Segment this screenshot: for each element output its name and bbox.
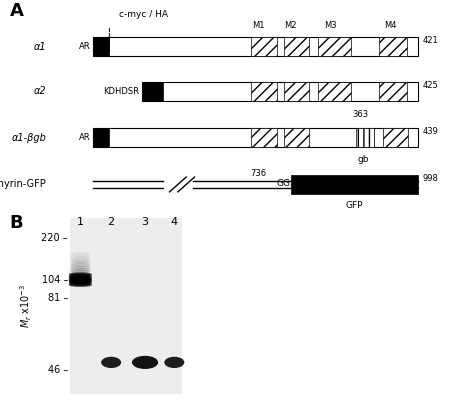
Text: 2: 2 (108, 217, 115, 227)
Ellipse shape (70, 272, 91, 276)
Ellipse shape (69, 281, 92, 284)
Ellipse shape (70, 256, 91, 260)
Text: 220 –: 220 – (41, 233, 68, 243)
Text: 46 –: 46 – (48, 365, 68, 375)
Ellipse shape (69, 273, 92, 276)
Text: 4: 4 (171, 217, 178, 227)
Bar (142, 82, 418, 101)
Bar (93, 128, 418, 147)
Ellipse shape (70, 270, 91, 273)
Bar (356, 128, 374, 147)
Bar (319, 37, 351, 56)
Text: B: B (9, 214, 23, 232)
Text: α1: α1 (34, 42, 46, 52)
Ellipse shape (69, 280, 92, 284)
Bar (383, 128, 408, 147)
Text: GGS: GGS (277, 179, 296, 188)
Text: AR: AR (79, 42, 91, 51)
Ellipse shape (70, 254, 91, 257)
Ellipse shape (69, 282, 92, 286)
Bar (319, 82, 351, 101)
Text: M1: M1 (252, 21, 264, 30)
Text: 439: 439 (423, 127, 439, 136)
Ellipse shape (69, 283, 92, 286)
Bar (283, 37, 309, 56)
Text: $M_r$ x10$^{-3}$: $M_r$ x10$^{-3}$ (18, 284, 34, 328)
Ellipse shape (70, 259, 91, 262)
Text: 3: 3 (142, 217, 148, 227)
Text: M4: M4 (384, 21, 397, 30)
Bar (283, 82, 309, 101)
Ellipse shape (69, 276, 92, 279)
Ellipse shape (69, 284, 92, 287)
Text: KDHDSR: KDHDSR (103, 87, 139, 96)
Bar (93, 37, 418, 56)
Ellipse shape (132, 356, 158, 369)
Bar (70, 218, 182, 394)
Ellipse shape (69, 279, 92, 282)
Ellipse shape (70, 263, 91, 266)
Text: c-myc / HA: c-myc / HA (118, 10, 168, 19)
Ellipse shape (70, 268, 91, 271)
Bar (251, 128, 276, 147)
Text: A: A (9, 2, 23, 20)
Bar (142, 82, 163, 101)
Bar (379, 82, 407, 101)
Bar (283, 128, 309, 147)
Ellipse shape (101, 357, 121, 368)
Ellipse shape (69, 274, 92, 277)
Text: AR: AR (79, 133, 91, 142)
Text: M2: M2 (284, 21, 297, 30)
Text: 425: 425 (423, 80, 438, 90)
Bar (379, 37, 407, 56)
Text: 421: 421 (423, 36, 438, 45)
Text: 736: 736 (250, 169, 266, 178)
Text: Gephyrin-GFP: Gephyrin-GFP (0, 180, 46, 190)
Text: M3: M3 (324, 21, 337, 30)
Ellipse shape (164, 357, 184, 368)
Ellipse shape (69, 276, 92, 280)
Ellipse shape (69, 277, 92, 280)
Text: gb: gb (358, 155, 369, 164)
Ellipse shape (69, 272, 92, 276)
Text: α2: α2 (34, 86, 46, 96)
Ellipse shape (70, 266, 91, 269)
Ellipse shape (69, 280, 92, 283)
Text: 363: 363 (352, 110, 368, 119)
Bar (251, 37, 276, 56)
Bar (93, 128, 109, 147)
Text: 104 –: 104 – (42, 275, 68, 285)
Text: α1-βgb: α1-βgb (12, 133, 46, 143)
Text: 998: 998 (423, 174, 439, 183)
Ellipse shape (69, 275, 92, 278)
Text: 81 –: 81 – (48, 294, 68, 304)
Bar (291, 175, 418, 194)
Text: 1: 1 (77, 217, 84, 227)
Ellipse shape (69, 278, 92, 281)
Ellipse shape (70, 261, 91, 264)
Bar (251, 82, 276, 101)
Text: GFP: GFP (346, 202, 363, 210)
Bar (93, 37, 109, 56)
